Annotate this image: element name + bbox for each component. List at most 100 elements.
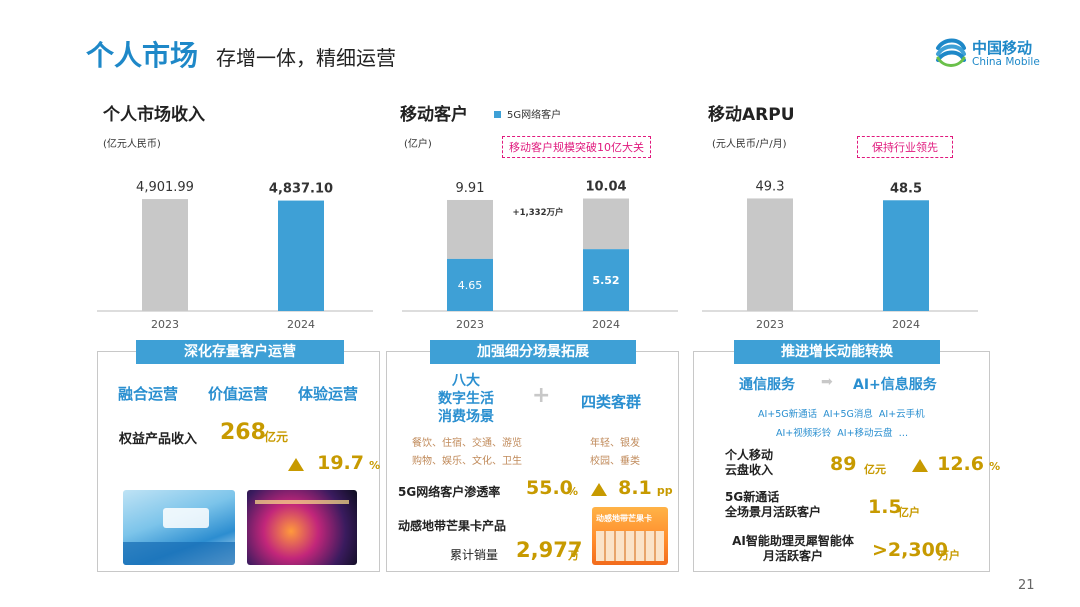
x-tick-label: 2024 bbox=[592, 318, 620, 331]
panel3-to: AI+信息服务 bbox=[853, 377, 937, 393]
bar-5g-value-label: 5.52 bbox=[592, 274, 619, 287]
panel3-from: 通信服务 bbox=[739, 377, 795, 393]
panel1-growth-value: 19.7 bbox=[317, 452, 364, 474]
panel1-growth: 19.7 % bbox=[288, 452, 380, 474]
panel3-m3-label: AI智能助理灵犀智能体 月活跃客户 bbox=[732, 534, 854, 563]
photo-banner-shape bbox=[163, 508, 209, 528]
logo-cn-text: 中国移动 bbox=[972, 39, 1033, 57]
bar-2024 bbox=[278, 200, 324, 311]
bar-total-label: 10.04 bbox=[585, 180, 626, 195]
legend-swatch bbox=[494, 111, 501, 118]
panel3-m3-value: >2,300 bbox=[872, 539, 949, 561]
panel2-sales-value: 2,977 bbox=[516, 538, 583, 562]
x-tick-label: 2023 bbox=[151, 318, 179, 331]
plus-icon: + bbox=[532, 383, 551, 408]
legend-label: 5G网络客户 bbox=[507, 110, 562, 121]
panel3-m1-label: 个人移动 云盘收入 bbox=[725, 448, 774, 477]
panel2-pp-value: 8.1 bbox=[618, 477, 652, 499]
panel1-item-1: 融合运营 bbox=[118, 385, 179, 403]
photo-stage-shape bbox=[123, 542, 235, 565]
chart2-callout: 移动客户规模突破10亿大关 bbox=[502, 136, 651, 158]
page-title: 个人市场 bbox=[86, 39, 199, 72]
chart1-svg: 4,901.99 2023 4,837.10 2024 bbox=[97, 180, 373, 331]
page-subtitle: 存增一体，精细运营 bbox=[216, 46, 396, 70]
bar-2023 bbox=[747, 198, 793, 311]
panel3-m1-growth-value: 12.6 bbox=[937, 453, 984, 475]
x-tick-label: 2024 bbox=[287, 318, 315, 331]
panel3-m1-growth: 12.6 % bbox=[912, 453, 1000, 475]
panel1-item-2: 价值运营 bbox=[208, 385, 269, 403]
photo-stage-lights bbox=[255, 500, 349, 504]
bar-5g-value-label: 4.65 bbox=[458, 279, 483, 292]
panel2-pen-unit: % bbox=[567, 485, 579, 498]
bar-2023 bbox=[142, 199, 188, 311]
bar-value-label: 48.5 bbox=[890, 181, 922, 196]
china-mobile-logo: 中国移动 China Mobile bbox=[934, 36, 1046, 72]
x-tick-label: 2023 bbox=[456, 318, 484, 331]
chart2-title: 移动客户 bbox=[400, 105, 468, 125]
up-triangle-icon bbox=[591, 483, 607, 496]
bar-value-label: 49.3 bbox=[756, 179, 785, 194]
up-triangle-icon bbox=[288, 458, 304, 471]
panel1-item-3: 体验运营 bbox=[298, 385, 359, 403]
panel2-card-label: 动感地带芒果卡产品 bbox=[398, 519, 507, 533]
bar-2024 bbox=[883, 200, 929, 311]
up-triangle-icon bbox=[912, 459, 928, 472]
bar-5g-2024 bbox=[583, 249, 629, 311]
logo-en-text: China Mobile bbox=[972, 56, 1040, 68]
event-photo-1 bbox=[123, 490, 235, 565]
panel2-left-title: 八大 数字生活 消费场景 bbox=[438, 373, 494, 425]
bar-5g-2023 bbox=[447, 258, 493, 311]
bar-value-label: 4,837.10 bbox=[269, 182, 333, 197]
china-mobile-logo-icon bbox=[936, 38, 966, 67]
panel1-banner: 深化存量客户运营 bbox=[136, 340, 344, 364]
chart3-callout: 保持行业领先 bbox=[857, 136, 953, 158]
panel2-banner: 加强细分场景拓展 bbox=[430, 340, 636, 364]
chart1-unit: (亿元人民币) bbox=[103, 139, 161, 150]
panel3-m1-value: 89 bbox=[830, 453, 857, 475]
bar-other-2023 bbox=[447, 199, 493, 259]
panel1-metric-label: 权益产品收入 bbox=[119, 432, 198, 447]
bar-total-label: 9.91 bbox=[456, 181, 485, 196]
panel3-m2-value: 1.5 bbox=[868, 496, 902, 518]
panel3-m2-unit: 亿户 bbox=[898, 506, 920, 519]
panel1-metric-value: 268 bbox=[220, 420, 266, 445]
panel3-m1-unit: 亿元 bbox=[864, 463, 886, 476]
chart2-svg: 4.65 9.91 2023 5.52 10.04 2024 +1,332万户 bbox=[402, 180, 678, 331]
chart3-svg: 49.3 2023 48.5 2024 bbox=[702, 179, 978, 331]
poster-text: 动感地带芒果卡 bbox=[596, 514, 652, 523]
panel2-pp-unit: pp bbox=[656, 484, 673, 497]
panel3-banner: 推进增长动能转换 bbox=[734, 340, 940, 364]
bar-value-label: 4,901.99 bbox=[136, 180, 194, 195]
panel1-metric-unit: 亿元 bbox=[264, 430, 289, 444]
panel2-sales-unit: 万 bbox=[568, 549, 579, 562]
panel1-growth-unit: % bbox=[369, 459, 381, 472]
chart2-legend: 5G网络客户 bbox=[494, 106, 561, 121]
panel2-right-title: 四类客群 bbox=[581, 393, 642, 411]
panel2-pp: 8.1 pp bbox=[591, 477, 673, 499]
growth-annotation: +1,332万户 bbox=[512, 207, 563, 218]
mango-card-poster: 动感地带芒果卡 bbox=[592, 507, 668, 565]
panel-growth-drivers bbox=[693, 351, 990, 572]
chart1-title: 个人市场收入 bbox=[103, 105, 205, 125]
panel3-m1-growth-unit: % bbox=[989, 460, 1001, 473]
panel2-pen-label: 5G网络客户渗透率 bbox=[398, 485, 501, 499]
panel2-sales-label: 累计销量 bbox=[450, 548, 499, 562]
chart3-unit: (元人民币/户/月) bbox=[712, 139, 787, 150]
page-number: 21 bbox=[1018, 578, 1035, 593]
chart3-title: 移动ARPU bbox=[708, 105, 795, 125]
panel2-left-tags-1: 餐饮、住宿、交通、游览 bbox=[412, 438, 522, 449]
panel3-m3-unit: 万户 bbox=[938, 549, 960, 562]
x-tick-label: 2024 bbox=[892, 318, 920, 331]
bar-other-2024 bbox=[583, 198, 629, 250]
poster-people bbox=[596, 531, 664, 561]
panel2-pen-value: 55.0 bbox=[526, 477, 573, 499]
panel3-m2-label: 5G新通话 全场景月活跃客户 bbox=[725, 490, 822, 519]
arrow-right-icon: ➡ bbox=[821, 374, 833, 390]
panel2-right-tags-1: 年轻、银发 bbox=[590, 438, 640, 449]
panel3-tags-2: AI+视频彩铃 AI+移动云盘 … bbox=[776, 428, 909, 439]
panel3-tags-1: AI+5G新通话 AI+5G消息 AI+云手机 bbox=[758, 409, 925, 420]
panel2-right-tags-2: 校园、垂类 bbox=[590, 456, 640, 467]
x-tick-label: 2023 bbox=[756, 318, 784, 331]
panel2-left-tags-2: 购物、娱乐、文化、卫生 bbox=[412, 456, 522, 467]
